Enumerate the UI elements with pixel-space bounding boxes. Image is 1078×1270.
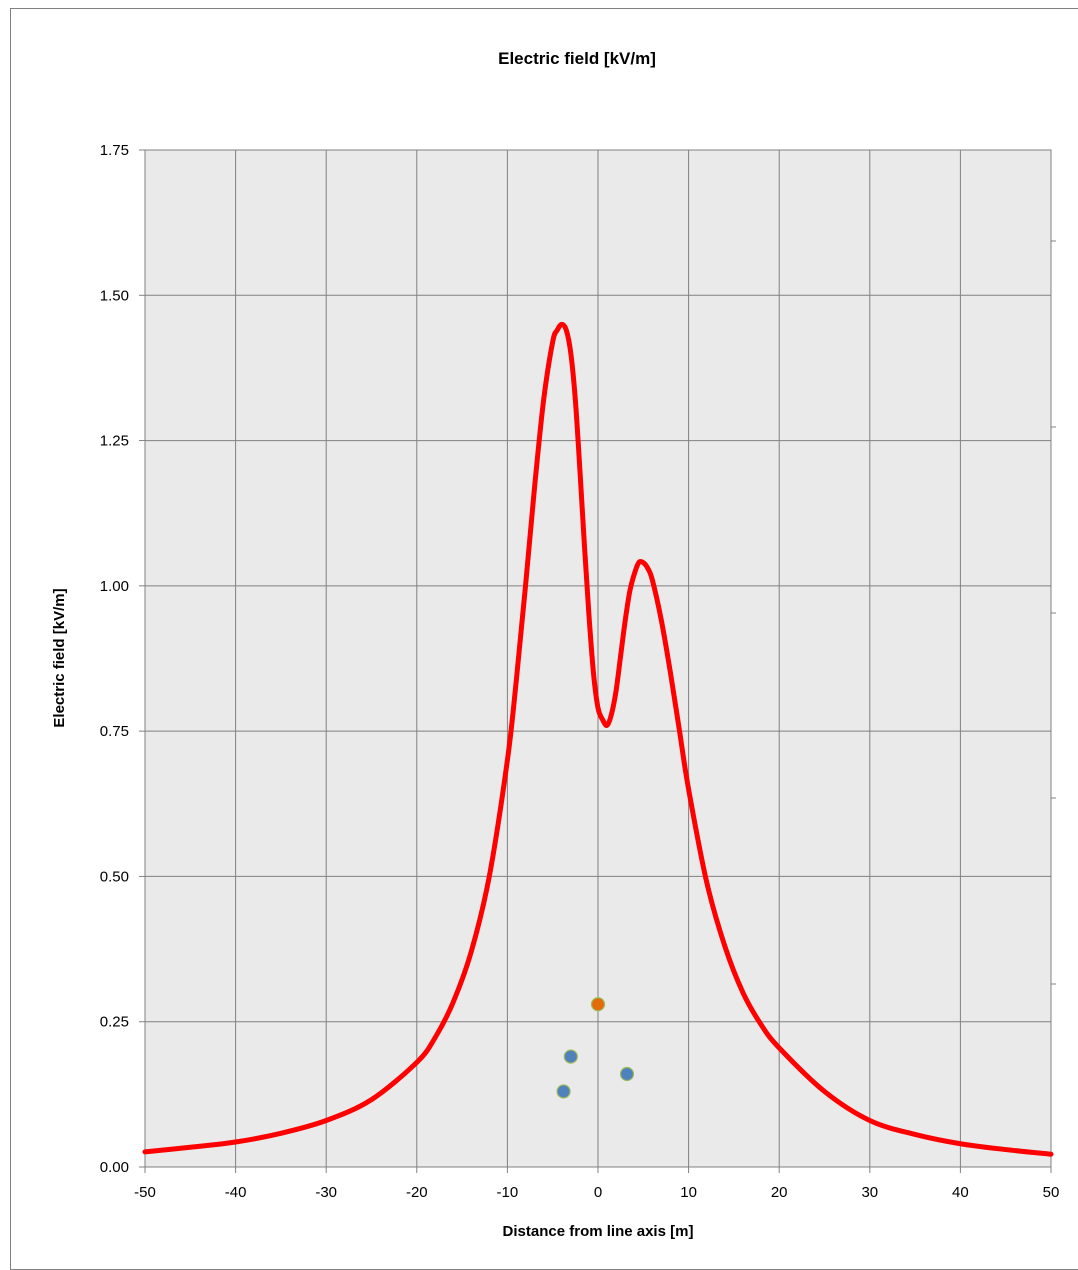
marker-layer (556, 997, 635, 1099)
y-tick-label: 1.25 (100, 433, 129, 450)
data-point-3 (556, 1084, 571, 1099)
x-axis-label: Distance from line axis [m] (503, 1223, 694, 1240)
x-tick-label: 0 (594, 1184, 602, 1201)
x-tick-label: 50 (1043, 1184, 1060, 1201)
x-tick-label: -40 (225, 1184, 247, 1201)
x-tick-label: -30 (315, 1184, 337, 1201)
series-layer (142, 321, 1054, 1157)
y-axis-label: Electric field [kV/m] (51, 588, 68, 727)
y-tick-label: 0.75 (100, 723, 129, 740)
x-tick-label: 10 (680, 1184, 697, 1201)
y-tick-label: 0.50 (100, 868, 129, 885)
y-tick-label: 1.75 (100, 142, 129, 159)
x-tick-label: -50 (134, 1184, 156, 1201)
x-tick-label: 40 (952, 1184, 969, 1201)
y-tick-label: 1.50 (100, 287, 129, 304)
y-tick-label: 0.25 (100, 1014, 129, 1031)
x-tick-label: -10 (497, 1184, 519, 1201)
data-point-1 (563, 1049, 578, 1064)
x-tick-label: -20 (406, 1184, 428, 1201)
y-tick-label: 0.00 (100, 1159, 129, 1176)
data-point-2 (619, 1066, 635, 1082)
y-tick-label: 1.00 (100, 578, 129, 595)
x-tick-label: 20 (771, 1184, 788, 1201)
x-axis-tick-labels: -50 -40 -30 -20 -10 0 10 20 30 40 50 (134, 1184, 1059, 1201)
plot-border (144, 149, 1052, 1168)
y-axis-tick-labels: 0.00 0.25 0.50 0.75 1.00 1.25 1.50 1.75 (100, 142, 129, 1176)
chart-title: Electric field [kV/m] (498, 49, 656, 68)
series-line-0 (142, 321, 1054, 1157)
data-point-0 (590, 997, 606, 1012)
x-tick-label: 30 (861, 1184, 878, 1201)
right-axis-ticks (1051, 240, 1056, 985)
